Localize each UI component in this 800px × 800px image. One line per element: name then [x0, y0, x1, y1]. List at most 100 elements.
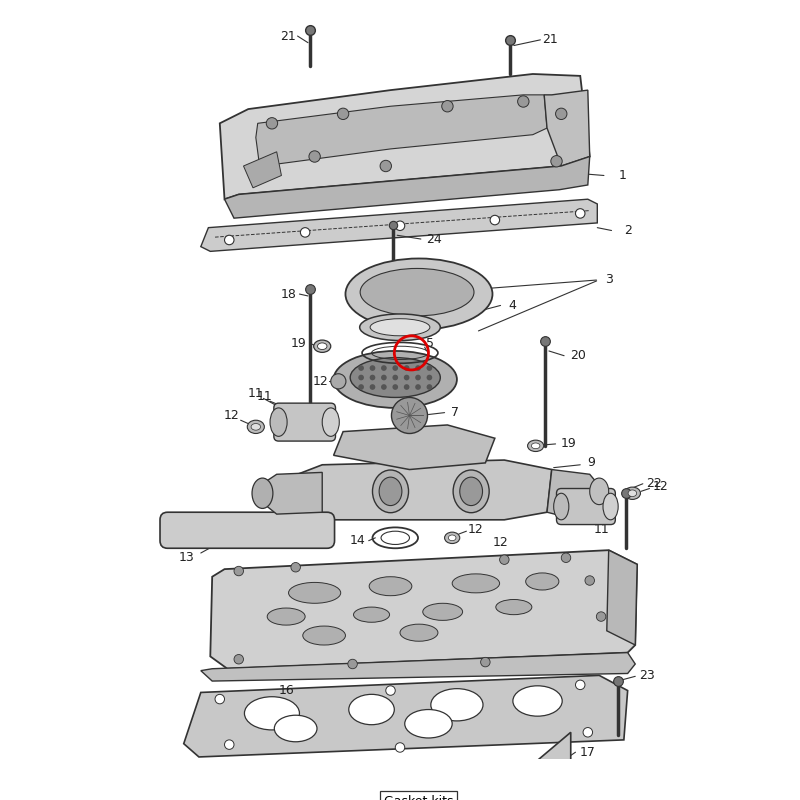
Polygon shape	[544, 90, 590, 166]
Circle shape	[395, 221, 405, 230]
Ellipse shape	[422, 603, 462, 620]
Text: 21: 21	[542, 34, 558, 46]
Polygon shape	[606, 550, 637, 645]
Ellipse shape	[302, 626, 346, 645]
Ellipse shape	[460, 477, 482, 506]
Text: 16: 16	[278, 684, 294, 697]
Circle shape	[234, 654, 243, 664]
Text: 15: 15	[226, 667, 242, 680]
Circle shape	[551, 155, 562, 167]
Circle shape	[481, 658, 490, 667]
Circle shape	[358, 374, 364, 380]
Ellipse shape	[624, 487, 641, 499]
Circle shape	[338, 108, 349, 119]
Polygon shape	[310, 798, 570, 800]
Polygon shape	[243, 152, 282, 188]
Text: 20: 20	[570, 350, 586, 362]
FancyBboxPatch shape	[274, 403, 335, 441]
Ellipse shape	[590, 478, 609, 505]
Ellipse shape	[400, 624, 438, 642]
Text: 9: 9	[588, 456, 595, 470]
Ellipse shape	[527, 440, 544, 451]
Ellipse shape	[369, 577, 412, 596]
Circle shape	[442, 101, 453, 112]
Circle shape	[309, 151, 320, 162]
Polygon shape	[310, 768, 528, 800]
Circle shape	[225, 740, 234, 750]
Text: 4: 4	[508, 299, 516, 312]
Ellipse shape	[496, 599, 532, 614]
Circle shape	[583, 727, 593, 737]
Ellipse shape	[314, 340, 330, 352]
Circle shape	[562, 553, 570, 562]
Text: 22: 22	[646, 478, 662, 490]
Circle shape	[215, 694, 225, 704]
Polygon shape	[225, 157, 590, 218]
Ellipse shape	[513, 686, 562, 716]
Circle shape	[370, 365, 375, 371]
Circle shape	[370, 374, 375, 380]
Text: 5: 5	[426, 337, 434, 350]
Text: 11: 11	[594, 522, 609, 536]
Ellipse shape	[267, 608, 305, 625]
Polygon shape	[256, 95, 547, 166]
Circle shape	[393, 365, 398, 371]
Text: 12: 12	[313, 375, 328, 388]
Text: Gasket kits: Gasket kits	[384, 795, 454, 800]
Ellipse shape	[350, 358, 440, 398]
Polygon shape	[296, 460, 552, 520]
Ellipse shape	[360, 269, 474, 316]
Circle shape	[426, 374, 432, 380]
Text: 11: 11	[257, 390, 272, 403]
Ellipse shape	[373, 470, 409, 513]
Ellipse shape	[405, 710, 452, 738]
Polygon shape	[334, 425, 495, 470]
Ellipse shape	[322, 408, 339, 436]
Circle shape	[348, 659, 358, 669]
Polygon shape	[528, 732, 570, 800]
Polygon shape	[201, 199, 598, 251]
Circle shape	[225, 235, 234, 245]
Circle shape	[380, 160, 391, 172]
Circle shape	[518, 96, 529, 107]
Text: 19: 19	[561, 438, 577, 450]
Text: 14: 14	[350, 534, 365, 547]
Circle shape	[404, 374, 410, 380]
Text: 12: 12	[223, 409, 239, 422]
Text: 23: 23	[638, 669, 654, 682]
Ellipse shape	[431, 689, 483, 721]
Ellipse shape	[603, 494, 618, 520]
Circle shape	[575, 209, 585, 218]
Ellipse shape	[554, 494, 569, 520]
FancyBboxPatch shape	[160, 512, 334, 548]
Circle shape	[291, 562, 301, 572]
Circle shape	[330, 374, 346, 389]
Circle shape	[266, 118, 278, 129]
Ellipse shape	[318, 343, 327, 350]
Text: 24: 24	[426, 233, 442, 246]
Circle shape	[426, 365, 432, 371]
Circle shape	[301, 228, 310, 237]
Circle shape	[499, 555, 509, 564]
Circle shape	[234, 566, 243, 576]
FancyBboxPatch shape	[557, 489, 615, 525]
Ellipse shape	[453, 470, 489, 513]
Circle shape	[404, 384, 410, 390]
Ellipse shape	[289, 582, 341, 603]
Circle shape	[381, 384, 386, 390]
Circle shape	[585, 576, 594, 586]
Text: 3: 3	[605, 274, 613, 286]
Ellipse shape	[247, 420, 264, 434]
Ellipse shape	[270, 408, 287, 436]
Text: 13: 13	[178, 551, 194, 564]
Text: 18: 18	[281, 287, 297, 301]
Circle shape	[393, 374, 398, 380]
Ellipse shape	[251, 423, 261, 430]
Circle shape	[358, 365, 364, 371]
Text: 11: 11	[248, 387, 264, 400]
Ellipse shape	[445, 532, 460, 543]
Polygon shape	[220, 74, 590, 199]
Circle shape	[426, 384, 432, 390]
Ellipse shape	[346, 258, 493, 330]
Ellipse shape	[628, 490, 637, 497]
